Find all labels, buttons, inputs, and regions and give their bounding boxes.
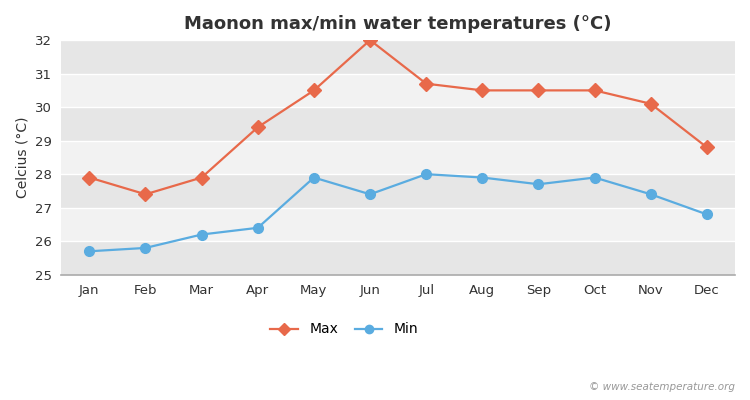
Max — [534, 88, 543, 93]
Min — [703, 212, 712, 217]
Legend: Max, Min: Max, Min — [265, 317, 424, 342]
Bar — [62, 241, 735, 275]
Min — [534, 182, 543, 187]
Bar — [62, 107, 735, 141]
Y-axis label: Celcius (°C): Celcius (°C) — [15, 117, 29, 198]
Max — [254, 125, 262, 130]
Min — [141, 246, 150, 250]
Max — [703, 145, 712, 150]
Max — [590, 88, 599, 93]
Min — [197, 232, 206, 237]
Min — [85, 249, 94, 254]
Max — [365, 38, 374, 42]
Min — [422, 172, 430, 176]
Min — [590, 175, 599, 180]
Text: © www.seatemperature.org: © www.seatemperature.org — [589, 382, 735, 392]
Max — [478, 88, 487, 93]
Max — [422, 81, 430, 86]
Min — [310, 175, 319, 180]
Line: Max: Max — [85, 35, 712, 199]
Bar — [62, 40, 735, 74]
Min — [478, 175, 487, 180]
Bar — [62, 208, 735, 241]
Min — [254, 226, 262, 230]
Line: Min: Min — [85, 169, 712, 256]
Min — [646, 192, 656, 197]
Bar — [62, 174, 735, 208]
Max — [310, 88, 319, 93]
Max — [646, 101, 656, 106]
Title: Maonon max/min water temperatures (°C): Maonon max/min water temperatures (°C) — [184, 15, 612, 33]
Bar — [62, 141, 735, 174]
Min — [365, 192, 374, 197]
Max — [197, 175, 206, 180]
Bar — [62, 74, 735, 107]
Max — [141, 192, 150, 197]
Max — [85, 175, 94, 180]
